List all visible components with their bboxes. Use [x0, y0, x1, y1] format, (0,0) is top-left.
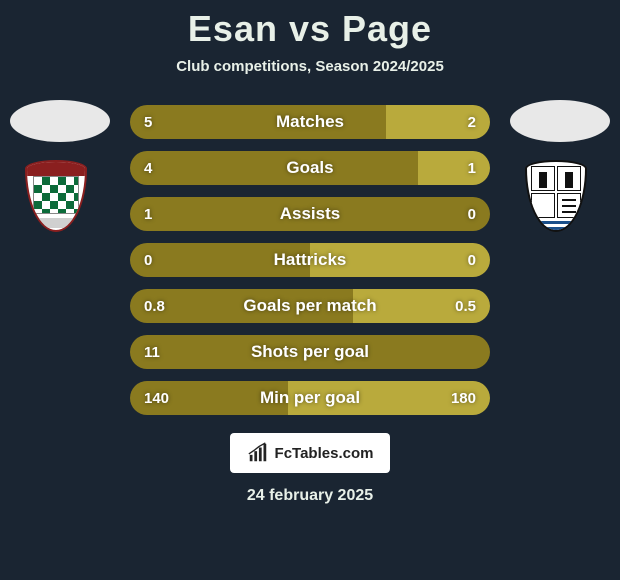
stat-value-right: 2: [454, 105, 490, 139]
player-head-icon: [10, 100, 110, 142]
stat-value-right: [462, 335, 490, 369]
shield-icon: [25, 160, 87, 232]
footer-date: 24 february 2025: [0, 487, 620, 505]
page-subtitle: Club competitions, Season 2024/2025: [0, 58, 620, 75]
stat-bar: Matches5 2: [130, 105, 490, 139]
header: Esan vs Page Club competitions, Season 2…: [0, 0, 620, 75]
stat-label: Goals: [130, 151, 490, 185]
stat-value-right: 180: [437, 381, 490, 415]
stat-bar: Hattricks0 0: [130, 243, 490, 277]
brand-text: FcTables.com: [275, 445, 374, 462]
stat-value-left: 0.8: [130, 289, 179, 323]
stat-value-right: 0: [454, 197, 490, 231]
stat-bar: Goals per match0.8 0.5: [130, 289, 490, 323]
stat-label: Shots per goal: [130, 335, 490, 369]
stat-value-right: 0: [454, 243, 490, 277]
player-head-icon: [510, 100, 610, 142]
stat-value-right: 1: [454, 151, 490, 185]
brand-logo[interactable]: FcTables.com: [230, 433, 390, 473]
stat-value-left: 11: [130, 335, 174, 369]
stat-label: Goals per match: [130, 289, 490, 323]
stat-value-left: 5: [130, 105, 166, 139]
stat-value-left: 140: [130, 381, 183, 415]
stat-value-left: 4: [130, 151, 166, 185]
stat-bar: Goals4 1: [130, 151, 490, 185]
club-badge-left: [25, 160, 95, 242]
page-title: Esan vs Page: [0, 8, 620, 50]
stat-value-left: 1: [130, 197, 166, 231]
chart-icon: [247, 442, 269, 464]
shield-icon: [525, 160, 587, 232]
stat-label: Hattricks: [130, 243, 490, 277]
stat-bar: Shots per goal11: [130, 335, 490, 369]
stat-value-left: 0: [130, 243, 166, 277]
club-badge-right: [525, 160, 595, 242]
stat-label: Matches: [130, 105, 490, 139]
stat-bar: Min per goal140180: [130, 381, 490, 415]
stat-label: Assists: [130, 197, 490, 231]
stat-bar: Assists1 0: [130, 197, 490, 231]
stat-value-right: 0.5: [441, 289, 490, 323]
comparison-bars: Matches52Goals41Assists10Hattricks00Goal…: [130, 105, 490, 415]
